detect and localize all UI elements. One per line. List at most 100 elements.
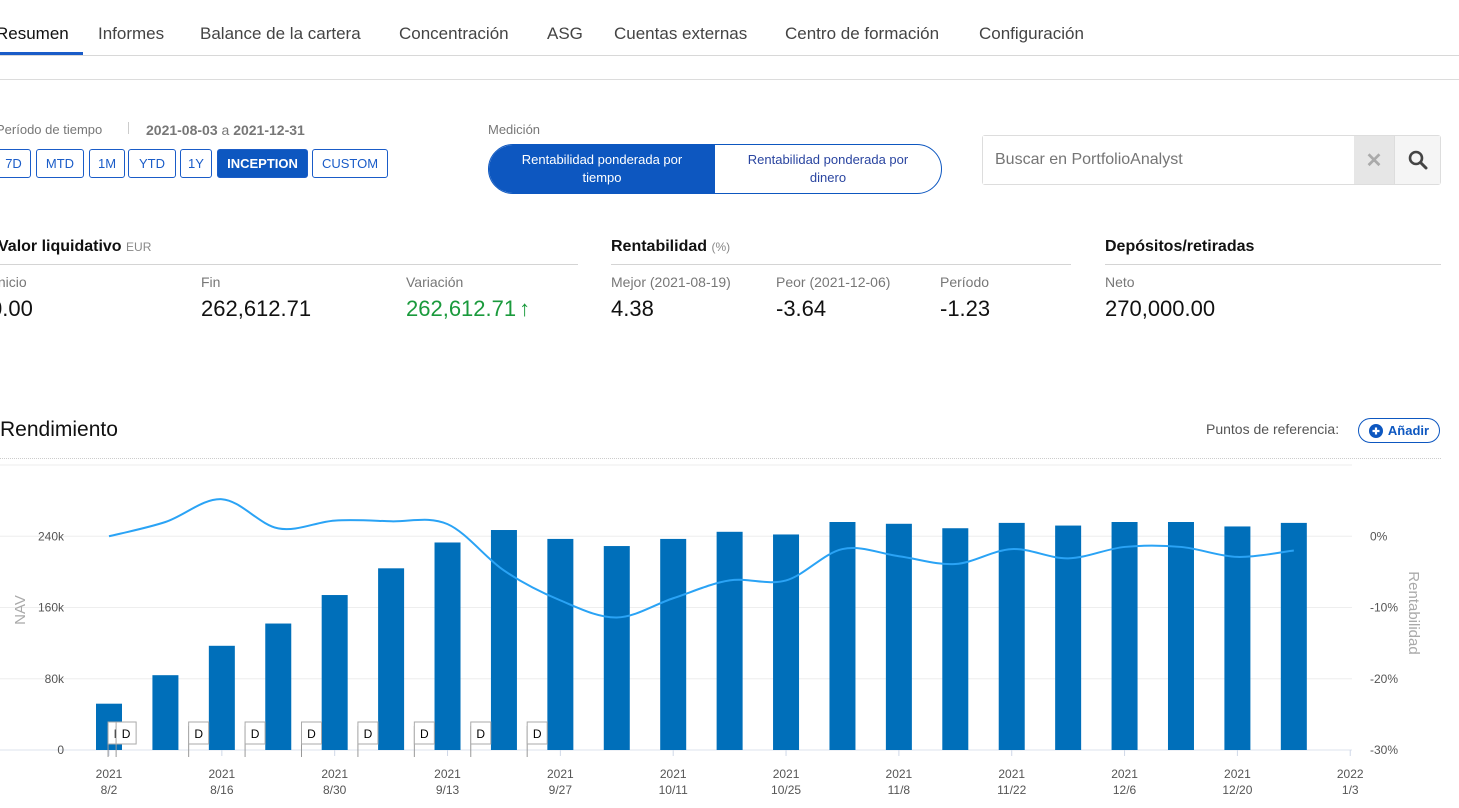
divider bbox=[0, 458, 1441, 459]
x-tick-year: 2021 bbox=[773, 767, 800, 781]
change-amount: 262,612.71 bbox=[406, 296, 517, 321]
x-tick-year: 2021 bbox=[660, 767, 687, 781]
performance-title: Rendimiento bbox=[0, 418, 118, 441]
nav-bar bbox=[434, 542, 461, 750]
twr-option[interactable]: Rentabilidad ponderada por tiempo bbox=[489, 145, 715, 193]
worst-label: Peor (2021-12-06) bbox=[776, 274, 891, 290]
period-range: 2021-08-03 a 2021-12-31 bbox=[146, 122, 305, 138]
deposit-marker-label: D bbox=[307, 727, 316, 741]
tab-resumen[interactable]: Resumen bbox=[0, 24, 69, 43]
y2-tick-label: -30% bbox=[1370, 743, 1398, 757]
deposit-marker-label: D bbox=[122, 727, 131, 741]
x-tick-date: 8/30 bbox=[323, 783, 347, 797]
deposit-marker-label: D bbox=[364, 727, 373, 741]
nav-bar bbox=[208, 645, 235, 750]
active-tab-indicator bbox=[0, 52, 83, 55]
period-return-value: -1.23 bbox=[940, 296, 991, 321]
x-tick-date: 10/11 bbox=[659, 783, 688, 797]
x-tick-date: 9/27 bbox=[549, 783, 573, 797]
period-button-custom[interactable]: CUSTOM bbox=[312, 149, 388, 178]
performance-chart: 0 80k 160k 240k -30% -20% -10% 0% NAV Rentabilida… bbox=[0, 464, 1422, 797]
deposit-marker bbox=[188, 721, 210, 745]
search-input[interactable] bbox=[983, 136, 1354, 184]
worst-value: -3.64 bbox=[776, 296, 827, 321]
divider bbox=[0, 264, 578, 265]
x-tick-date: 1/3 bbox=[1342, 783, 1359, 797]
x-tick-year: 2021 bbox=[998, 767, 1025, 781]
returns-title: Rentabilidad bbox=[611, 238, 708, 255]
deposit-marker bbox=[115, 721, 137, 745]
period-start: 2021-08-03 bbox=[146, 122, 218, 138]
change-value: 262,612.71 ↑ bbox=[406, 296, 530, 322]
returns-section-title: Rentabilidad (%) bbox=[611, 238, 730, 256]
divider bbox=[128, 122, 129, 134]
clear-search-button[interactable]: ✕ bbox=[1354, 136, 1394, 184]
best-label: Mejor (2021-08-19) bbox=[611, 274, 731, 290]
y-axis-label: NAV bbox=[12, 595, 29, 625]
period-button-7d[interactable]: 7D bbox=[0, 149, 31, 178]
y2-axis-label: Rentabilidad bbox=[1405, 571, 1422, 654]
nav-bar bbox=[1280, 522, 1307, 750]
nav-bar bbox=[547, 538, 574, 750]
nav-bar bbox=[1111, 522, 1138, 750]
tab-asg[interactable]: ASG bbox=[547, 24, 583, 43]
x-tick-year: 2021 bbox=[886, 767, 913, 781]
y-tick-label: 240k bbox=[38, 529, 65, 543]
period-button-1m[interactable]: 1M bbox=[89, 149, 125, 178]
period-label: Período de tiempo bbox=[0, 122, 103, 137]
period-button-inception[interactable]: INCEPTION bbox=[217, 149, 308, 178]
add-benchmark-button[interactable]: Añadir bbox=[1358, 418, 1440, 443]
x-tick-year: 2021 bbox=[547, 767, 574, 781]
tab-centro-de-formaci-n[interactable]: Centro de formación bbox=[785, 24, 940, 43]
nav-bar bbox=[1224, 526, 1251, 750]
deposit-marker-label: D bbox=[533, 727, 542, 741]
tab-configuraci-n[interactable]: Configuración bbox=[979, 24, 1084, 43]
deposit-marker-label: D bbox=[476, 727, 485, 741]
mwr-option[interactable]: Rentabilidad ponderada por dinero bbox=[747, 152, 909, 185]
deposit-marker bbox=[526, 721, 548, 745]
return-line bbox=[108, 498, 1294, 619]
x-tick-date: 12/20 bbox=[1222, 783, 1252, 797]
currency: EUR bbox=[126, 240, 152, 254]
nav-bar bbox=[490, 530, 517, 750]
nav-bar bbox=[603, 546, 630, 750]
nav-bar bbox=[998, 522, 1025, 750]
deposit-marker bbox=[470, 721, 492, 745]
period-button-ytd[interactable]: YTD bbox=[128, 149, 176, 178]
benchmarks-label: Puntos de referencia: bbox=[1206, 421, 1340, 437]
nav-bar bbox=[942, 528, 969, 750]
nav-title: Valor liquidativo bbox=[0, 238, 122, 255]
tab-balance-de-la-cartera[interactable]: Balance de la cartera bbox=[200, 24, 361, 43]
x-tick-date: 9/13 bbox=[436, 783, 460, 797]
search-button[interactable] bbox=[1394, 136, 1440, 184]
x-tick-year: 2022 bbox=[1337, 767, 1364, 781]
end-label: Fin bbox=[201, 274, 221, 290]
y-tick-label: 80k bbox=[45, 672, 65, 686]
divider bbox=[611, 264, 1071, 265]
measure-label: Medición bbox=[488, 122, 541, 137]
y-tick-label: 160k bbox=[38, 601, 65, 615]
nav-bar bbox=[829, 522, 856, 750]
arrow-up-icon: ↑ bbox=[519, 296, 531, 321]
y2-tick-label: -10% bbox=[1370, 601, 1398, 615]
x-tick-year: 2021 bbox=[1111, 767, 1138, 781]
nav-bar bbox=[773, 534, 800, 750]
x-tick-year: 2021 bbox=[208, 767, 235, 781]
nav-bar bbox=[321, 595, 348, 750]
period-end: 2021-12-31 bbox=[233, 122, 305, 138]
x-tick-year: 2021 bbox=[434, 767, 461, 781]
x-tick-date: 11/8 bbox=[888, 783, 911, 797]
nav-bar bbox=[378, 568, 405, 750]
y-tick-label: 0 bbox=[57, 743, 64, 757]
net-label: Neto bbox=[1105, 274, 1135, 290]
change-label: Variación bbox=[406, 274, 464, 290]
deposit-marker-label: D bbox=[194, 727, 203, 741]
tab-concentraci-n[interactable]: Concentración bbox=[399, 24, 509, 43]
returns-unit: (%) bbox=[711, 240, 731, 254]
x-tick-date: 11/22 bbox=[997, 783, 1026, 797]
tab-informes[interactable]: Informes bbox=[98, 24, 165, 43]
period-button-1y[interactable]: 1Y bbox=[180, 149, 212, 178]
tab-cuentas-externas[interactable]: Cuentas externas bbox=[614, 24, 748, 43]
period-sep: a bbox=[221, 122, 230, 138]
period-button-mtd[interactable]: MTD bbox=[36, 149, 84, 178]
